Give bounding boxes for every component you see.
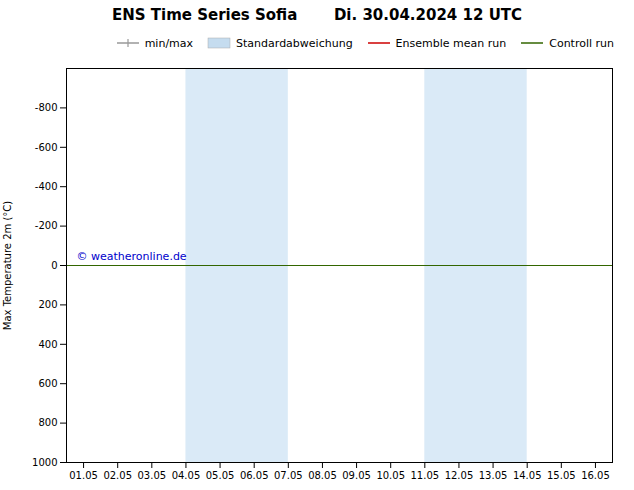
svg-text:06.05: 06.05 — [240, 470, 269, 481]
svg-text:200: 200 — [38, 299, 57, 310]
svg-text:01.05: 01.05 — [69, 470, 98, 481]
svg-text:400: 400 — [38, 339, 57, 350]
svg-text:05.05: 05.05 — [206, 470, 235, 481]
html-text:Ensemble mean run: Ensemble mean run — [395, 36, 507, 50]
svg-text:-600: -600 — [35, 142, 58, 153]
svg-text:03.05: 03.05 — [137, 470, 166, 481]
svg-text:02.05: 02.05 — [103, 470, 132, 481]
svg-text:13.05: 13.05 — [479, 470, 508, 481]
svg-text:08.05: 08.05 — [308, 470, 337, 481]
svg-text:14.05: 14.05 — [513, 470, 542, 481]
html-text:Standardabweichung: Standardabweichung — [236, 36, 353, 50]
svg-text:15.05: 15.05 — [547, 470, 576, 481]
svg-text:© weatheronline.de: © weatheronline.de — [77, 250, 187, 263]
svg-text:16.05: 16.05 — [581, 470, 610, 481]
svg-text:10.05: 10.05 — [376, 470, 405, 481]
svg-text:1000: 1000 — [32, 457, 57, 468]
svg-text:09.05: 09.05 — [342, 470, 371, 481]
svg-text:-800: -800 — [35, 102, 58, 113]
svg-text:Max Temperature 2m (°C): Max Temperature 2m (°C) — [2, 201, 13, 331]
svg-text:-200: -200 — [35, 220, 58, 231]
html-text:Controll run: Controll run — [549, 36, 614, 50]
svg-text:12.05: 12.05 — [445, 470, 474, 481]
svg-text:800: 800 — [38, 417, 57, 428]
svg-text:11.05: 11.05 — [410, 470, 439, 481]
svg-text:07.05: 07.05 — [274, 470, 303, 481]
svg-text:0: 0 — [51, 260, 57, 271]
svg-text:-400: -400 — [35, 181, 58, 192]
svg-text:04.05: 04.05 — [172, 470, 201, 481]
svg-text:600: 600 — [38, 378, 57, 389]
html-text:ENS Time Series Sofia Di. 30.0: ENS Time Series Sofia Di. 30.04.2024 12 … — [111, 6, 523, 24]
html-text:min/max: min/max — [144, 36, 194, 50]
